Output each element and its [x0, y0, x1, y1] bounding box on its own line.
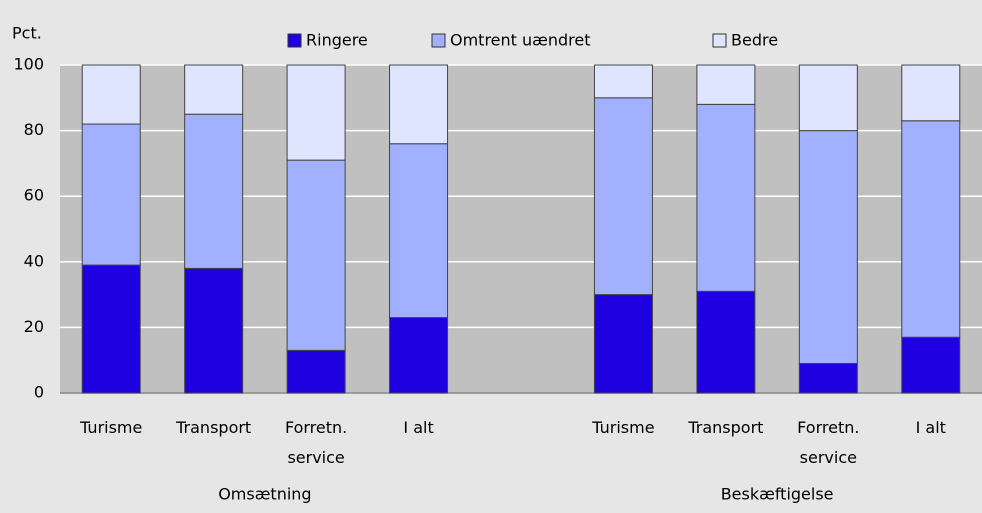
- bar-segment: [184, 64, 244, 115]
- x-tick-label: Turisme: [79, 418, 142, 437]
- y-tick-label: 100: [13, 55, 44, 74]
- bar-segment: [901, 120, 961, 338]
- bar-segment: [184, 113, 244, 269]
- bar-segment: [901, 64, 961, 122]
- y-tick-label: 80: [24, 120, 44, 139]
- bar-segment: [389, 143, 449, 319]
- bar-segment: [593, 64, 653, 99]
- x-tick-label: I alt: [916, 418, 946, 437]
- x-tick-label: I alt: [403, 418, 433, 437]
- x-tick-label: Transport: [687, 418, 763, 437]
- y-tick-label: 0: [34, 383, 44, 402]
- bar-segment: [798, 64, 858, 132]
- bar-segment: [798, 362, 858, 394]
- bar-segment: [389, 317, 449, 394]
- bar-segment: [286, 349, 346, 394]
- bar-segment: [696, 64, 756, 105]
- bar-segment: [696, 103, 756, 292]
- bar-segment: [696, 290, 756, 394]
- y-tick-label: 20: [24, 317, 44, 336]
- y-tick-label: 40: [24, 251, 44, 270]
- bar-segment: [184, 267, 244, 394]
- legend-swatch: [431, 33, 446, 48]
- group-label: Omsætning: [218, 485, 311, 504]
- x-tick-label: Forretn. service: [797, 418, 859, 467]
- group-label: Beskæftigelse: [721, 485, 834, 504]
- x-tick-label: Transport: [175, 418, 251, 437]
- bar-segment: [81, 123, 141, 266]
- bar-segment: [81, 64, 141, 125]
- legend-swatch: [287, 33, 302, 48]
- legend-label: Omtrent uændret: [450, 31, 591, 50]
- y-axis-label: Pct.: [12, 24, 42, 43]
- bar-segment: [593, 97, 653, 296]
- x-tick-label: Turisme: [591, 418, 654, 437]
- bar-segment: [593, 294, 653, 394]
- bar-segment: [286, 64, 346, 161]
- legend-swatch: [712, 33, 727, 48]
- bar-segment: [286, 159, 346, 351]
- legend-label: Bedre: [731, 31, 778, 50]
- bar-segment: [798, 130, 858, 364]
- bar-segment: [901, 336, 961, 394]
- y-tick-label: 60: [24, 186, 44, 205]
- legend-label: Ringere: [306, 31, 368, 50]
- bar-segment: [81, 264, 141, 394]
- x-tick-label: Forretn. service: [285, 418, 347, 467]
- bar-segment: [389, 64, 449, 145]
